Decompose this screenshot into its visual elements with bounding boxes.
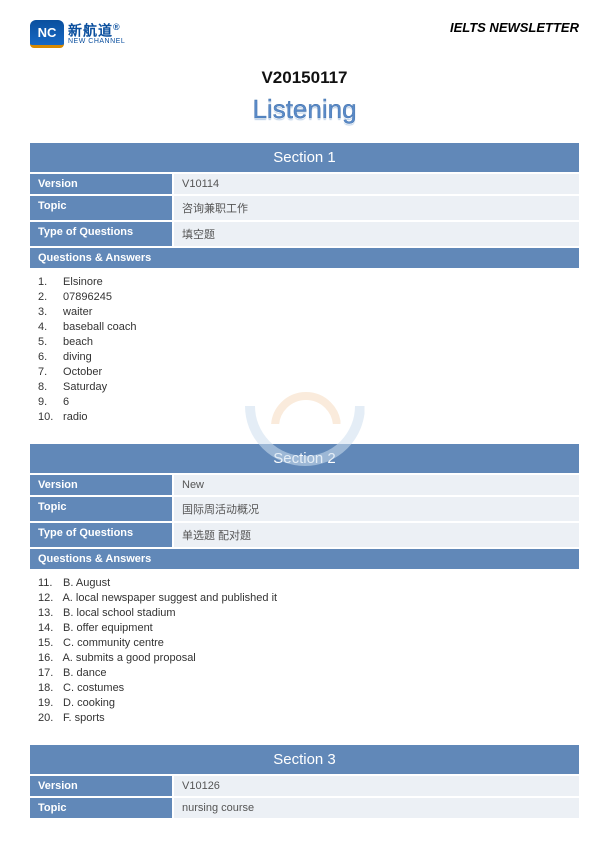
page-header: NC 新航道® NEW CHANNEL IELTS NEWSLETTER (30, 20, 579, 48)
meta-label-version: Version (30, 475, 172, 495)
meta-label-qtype: Type of Questions (30, 222, 172, 246)
answer-item: 16. A. submits a good proposal (30, 650, 579, 665)
meta-row-version: VersionV10126 (30, 776, 579, 796)
answer-item: 9. 6 (30, 394, 579, 409)
logo-reg: ® (113, 22, 121, 32)
section: Section 2VersionNewTopic国际周活动概况Type of Q… (30, 444, 579, 727)
meta-row-topic: Topicnursing course (30, 798, 579, 818)
answer-item: 18. C. costumes (30, 680, 579, 695)
section: Section 1VersionV10114Topic咨询兼职工作Type of… (30, 143, 579, 426)
section: Section 3VersionV10126Topicnursing cours… (30, 745, 579, 818)
section-title: Section 1 (30, 143, 579, 172)
answer-item: 14. B. offer equipment (30, 620, 579, 635)
meta-label-version: Version (30, 776, 172, 796)
meta-label-topic: Topic (30, 798, 172, 818)
meta-row-version: VersionV10114 (30, 174, 579, 194)
qa-header: Questions & Answers (30, 549, 579, 569)
meta-value-topic: 国际周活动概况 (174, 497, 579, 521)
document-code: V20150117 (30, 68, 579, 88)
newsletter-title: IELTS NEWSLETTER (450, 20, 579, 35)
answer-item: 1. Elsinore (30, 274, 579, 289)
meta-value-version: V10126 (174, 776, 579, 796)
answer-item: 12. A. local newspaper suggest and publi… (30, 590, 579, 605)
meta-value-topic: 咨询兼职工作 (174, 196, 579, 220)
answer-item: 5. beach (30, 334, 579, 349)
meta-value-version: New (174, 475, 579, 495)
meta-value-qtype: 填空题 (174, 222, 579, 246)
section-title: Section 3 (30, 745, 579, 774)
answer-item: 10. radio (30, 409, 579, 424)
meta-row-qtype: Type of Questions填空题 (30, 222, 579, 246)
answer-item: 7. October (30, 364, 579, 379)
meta-value-topic: nursing course (174, 798, 579, 818)
answer-item: 6. diving (30, 349, 579, 364)
answer-item: 4. baseball coach (30, 319, 579, 334)
meta-value-version: V10114 (174, 174, 579, 194)
answer-item: 20. F. sports (30, 710, 579, 725)
answer-item: 13. B. local school stadium (30, 605, 579, 620)
listening-heading: Listening (30, 94, 579, 125)
meta-value-qtype: 单选题 配对题 (174, 523, 579, 547)
meta-label-qtype: Type of Questions (30, 523, 172, 547)
answer-item: 19. D. cooking (30, 695, 579, 710)
answer-item: 3. waiter (30, 304, 579, 319)
logo: NC 新航道® NEW CHANNEL (30, 20, 125, 48)
answer-item: 2. 07896245 (30, 289, 579, 304)
qa-header: Questions & Answers (30, 248, 579, 268)
answers-block: 11. B. August12. A. local newspaper sugg… (30, 569, 579, 727)
answer-item: 11. B. August (30, 575, 579, 590)
meta-row-topic: Topic咨询兼职工作 (30, 196, 579, 220)
answer-item: 15. C. community centre (30, 635, 579, 650)
meta-label-version: Version (30, 174, 172, 194)
meta-label-topic: Topic (30, 196, 172, 220)
logo-text: 新航道® NEW CHANNEL (68, 23, 125, 45)
meta-row-topic: Topic国际周活动概况 (30, 497, 579, 521)
section-title: Section 2 (30, 444, 579, 473)
logo-cn: 新航道® (68, 23, 125, 38)
logo-en: NEW CHANNEL (68, 38, 125, 45)
answer-item: 17. B. dance (30, 665, 579, 680)
logo-badge: NC (30, 20, 64, 48)
answer-item: 8. Saturday (30, 379, 579, 394)
meta-row-version: VersionNew (30, 475, 579, 495)
answers-block: 1. Elsinore2. 078962453. waiter4. baseba… (30, 268, 579, 426)
meta-row-qtype: Type of Questions单选题 配对题 (30, 523, 579, 547)
meta-label-topic: Topic (30, 497, 172, 521)
